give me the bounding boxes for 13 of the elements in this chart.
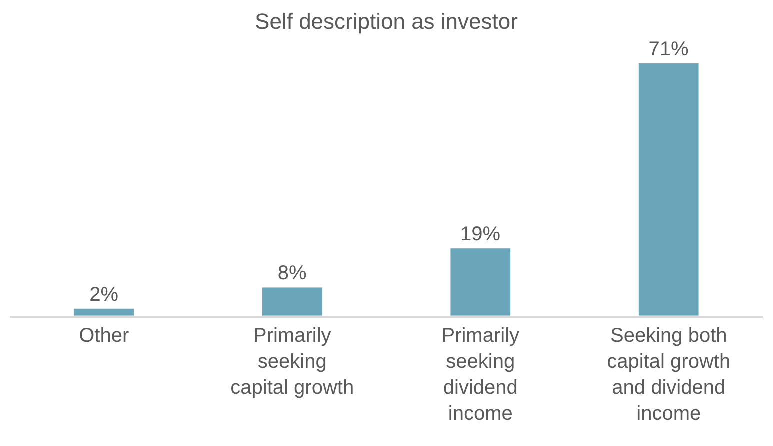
- bar: [638, 63, 700, 316]
- bar: [262, 287, 323, 316]
- data-label: 19%: [460, 223, 501, 246]
- data-label: 8%: [278, 262, 307, 285]
- bar: [450, 248, 511, 316]
- x-tick-label: Primarily seeking dividend income: [442, 324, 520, 425]
- x-tick-label: Other: [79, 324, 130, 347]
- data-label: 71%: [648, 38, 689, 60]
- bar: [74, 308, 134, 316]
- x-tick-label: Seeking both capital growth and dividend income: [607, 324, 731, 425]
- chart-title: Self description as investor: [255, 8, 518, 34]
- x-tick-label: Primarily seeking capital growth: [230, 324, 354, 399]
- data-label: 2%: [90, 284, 119, 306]
